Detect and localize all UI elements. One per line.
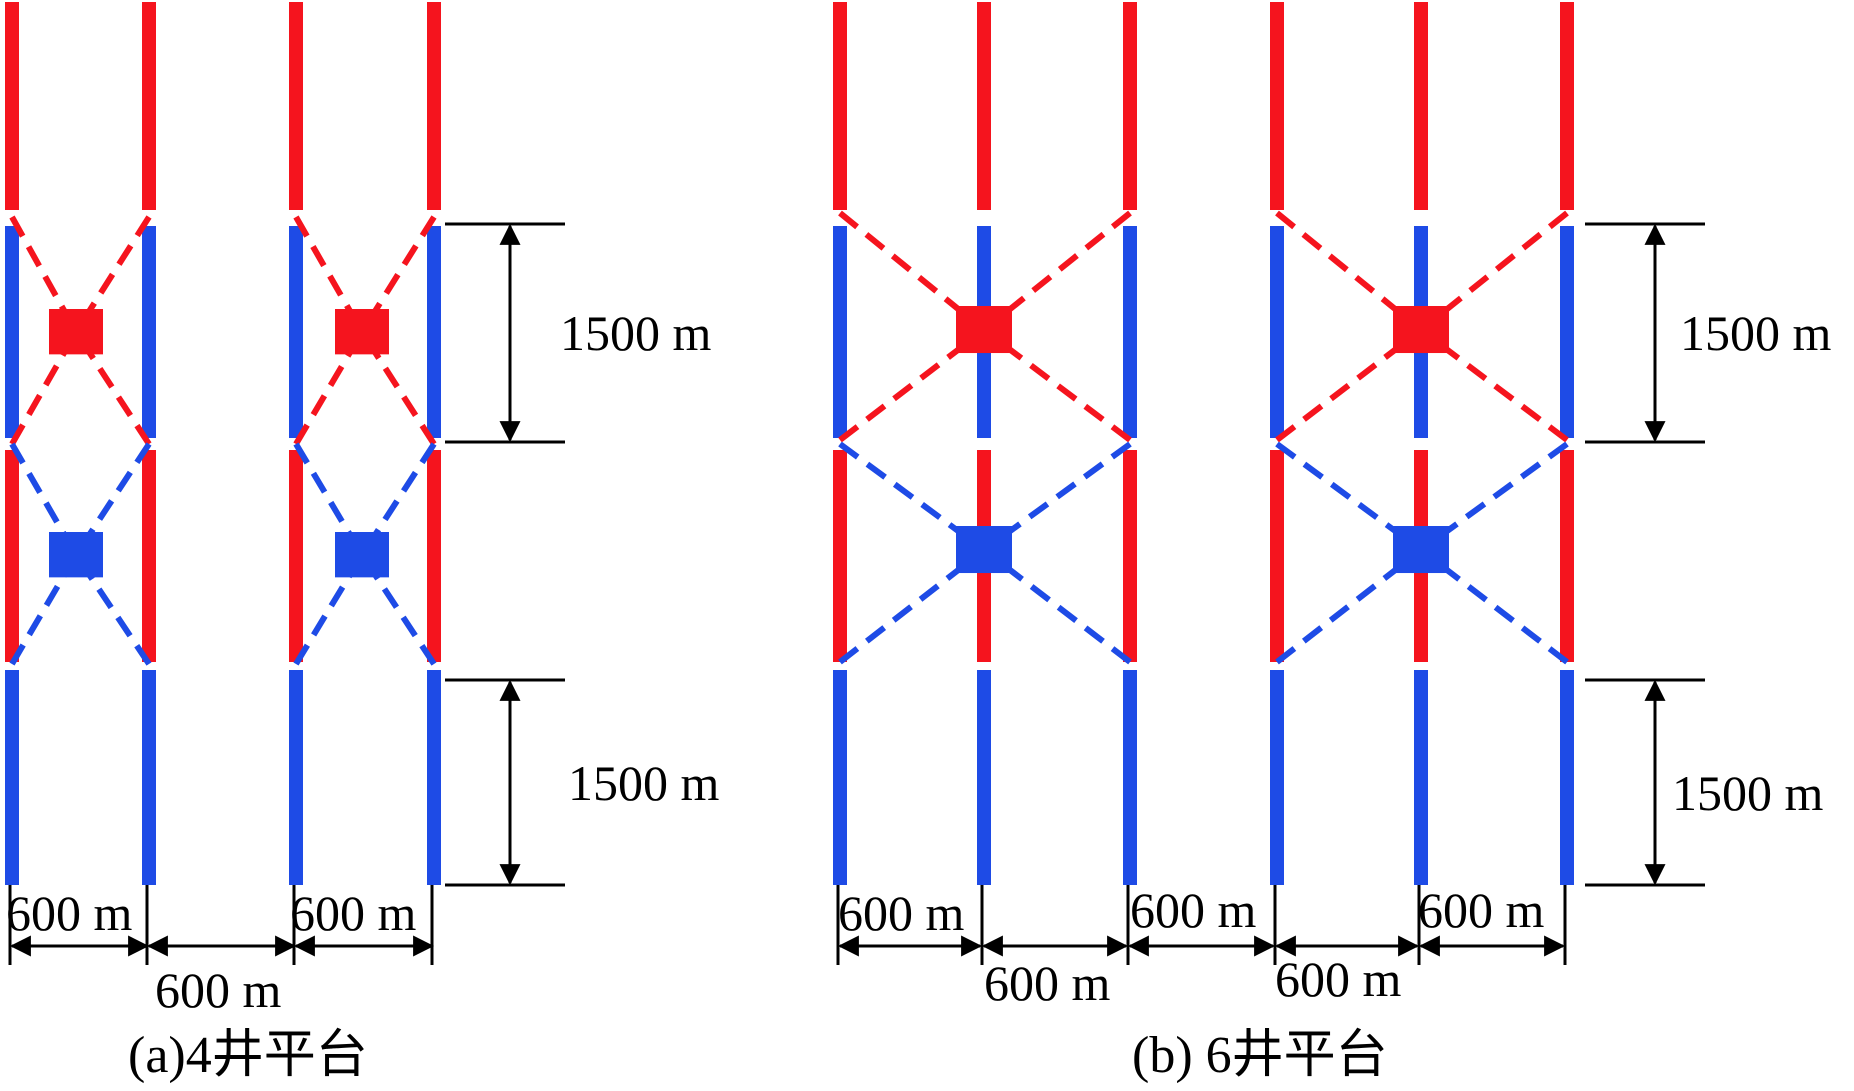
well-a2-lower-red <box>289 450 303 662</box>
well-a1-lower-red <box>142 450 156 662</box>
well-a0-middle-blue <box>5 226 19 438</box>
well-a1-upper-red <box>142 2 156 210</box>
well-b5-upper-red <box>1560 2 1574 210</box>
well-b5-lower-red <box>1560 450 1574 662</box>
well-a0-lower-red <box>5 450 19 662</box>
well-b1-upper-red <box>977 2 991 210</box>
pad-a0-red-platform <box>49 309 103 355</box>
well-b3-middle-blue <box>1270 226 1284 438</box>
panel-a-4-well-platform <box>5 2 565 965</box>
panel-b-vertical-dim-label-1: 1500 m <box>1680 305 1832 361</box>
well-b5-bottom-blue <box>1560 670 1574 885</box>
well-b0-lower-red <box>833 450 847 662</box>
well-a3-bottom-blue <box>427 670 441 885</box>
well-b3-upper-red <box>1270 2 1284 210</box>
panel-b-horizontal-dim-label-5: 600 m <box>1418 882 1545 938</box>
pad-b0-red-platform <box>956 306 1012 354</box>
panel-a-vertical-dim-label-1: 1500 m <box>560 305 712 361</box>
pad-b0-blue-platform <box>956 526 1012 574</box>
panel-b-horizontal-dim-label-2: 600 m <box>984 955 1111 1011</box>
well-b5-middle-blue <box>1560 226 1574 438</box>
well-b4-bottom-blue <box>1414 670 1428 885</box>
well-b2-middle-blue <box>1123 226 1137 438</box>
pad-b1-red-platform <box>1393 306 1449 354</box>
panel-a-horizontal-dim-label-3: 600 m <box>290 885 417 941</box>
well-b0-bottom-blue <box>833 670 847 885</box>
well-b0-upper-red <box>833 2 847 210</box>
well-a2-middle-blue <box>289 226 303 438</box>
well-b1-bottom-blue <box>977 670 991 885</box>
pad-b1-blue-platform <box>1393 526 1449 574</box>
well-b4-upper-red <box>1414 2 1428 210</box>
well-a2-bottom-blue <box>289 670 303 885</box>
well-a0-upper-red <box>5 2 19 210</box>
panel-b-horizontal-dim-label-4: 600 m <box>1275 951 1402 1007</box>
well-a1-middle-blue <box>142 226 156 438</box>
well-a2-upper-red <box>289 2 303 210</box>
panel-a-horizontal-dim-label-1: 600 m <box>6 885 133 941</box>
well-b2-bottom-blue <box>1123 670 1137 885</box>
panel-a-vertical-dim-label-2: 1500 m <box>568 755 720 811</box>
panel-b-horizontal-dim-label-1: 600 m <box>838 885 965 941</box>
pad-a1-blue-platform <box>335 532 389 578</box>
panel-b-vertical-dim-label-2: 1500 m <box>1672 765 1824 821</box>
well-b2-lower-red <box>1123 450 1137 662</box>
well-a3-middle-blue <box>427 226 441 438</box>
panel-a-caption: (a)4井平台 <box>128 1027 368 1084</box>
well-a3-upper-red <box>427 2 441 210</box>
well-b2-upper-red <box>1123 2 1137 210</box>
well-a3-lower-red <box>427 450 441 662</box>
well-b3-lower-red <box>1270 450 1284 662</box>
pad-a0-blue-platform <box>49 532 103 578</box>
panel-b-6-well-platform <box>833 2 1705 965</box>
well-a1-bottom-blue <box>142 670 156 885</box>
well-b0-middle-blue <box>833 226 847 438</box>
panel-b-caption: (b) 6井平台 <box>1132 1027 1388 1084</box>
panel-a-horizontal-dim-label-2: 600 m <box>155 962 282 1018</box>
well-b3-bottom-blue <box>1270 670 1284 885</box>
pad-a1-red-platform <box>335 309 389 355</box>
well-a0-bottom-blue <box>5 670 19 885</box>
panel-b-horizontal-dim-label-3: 600 m <box>1130 882 1257 938</box>
